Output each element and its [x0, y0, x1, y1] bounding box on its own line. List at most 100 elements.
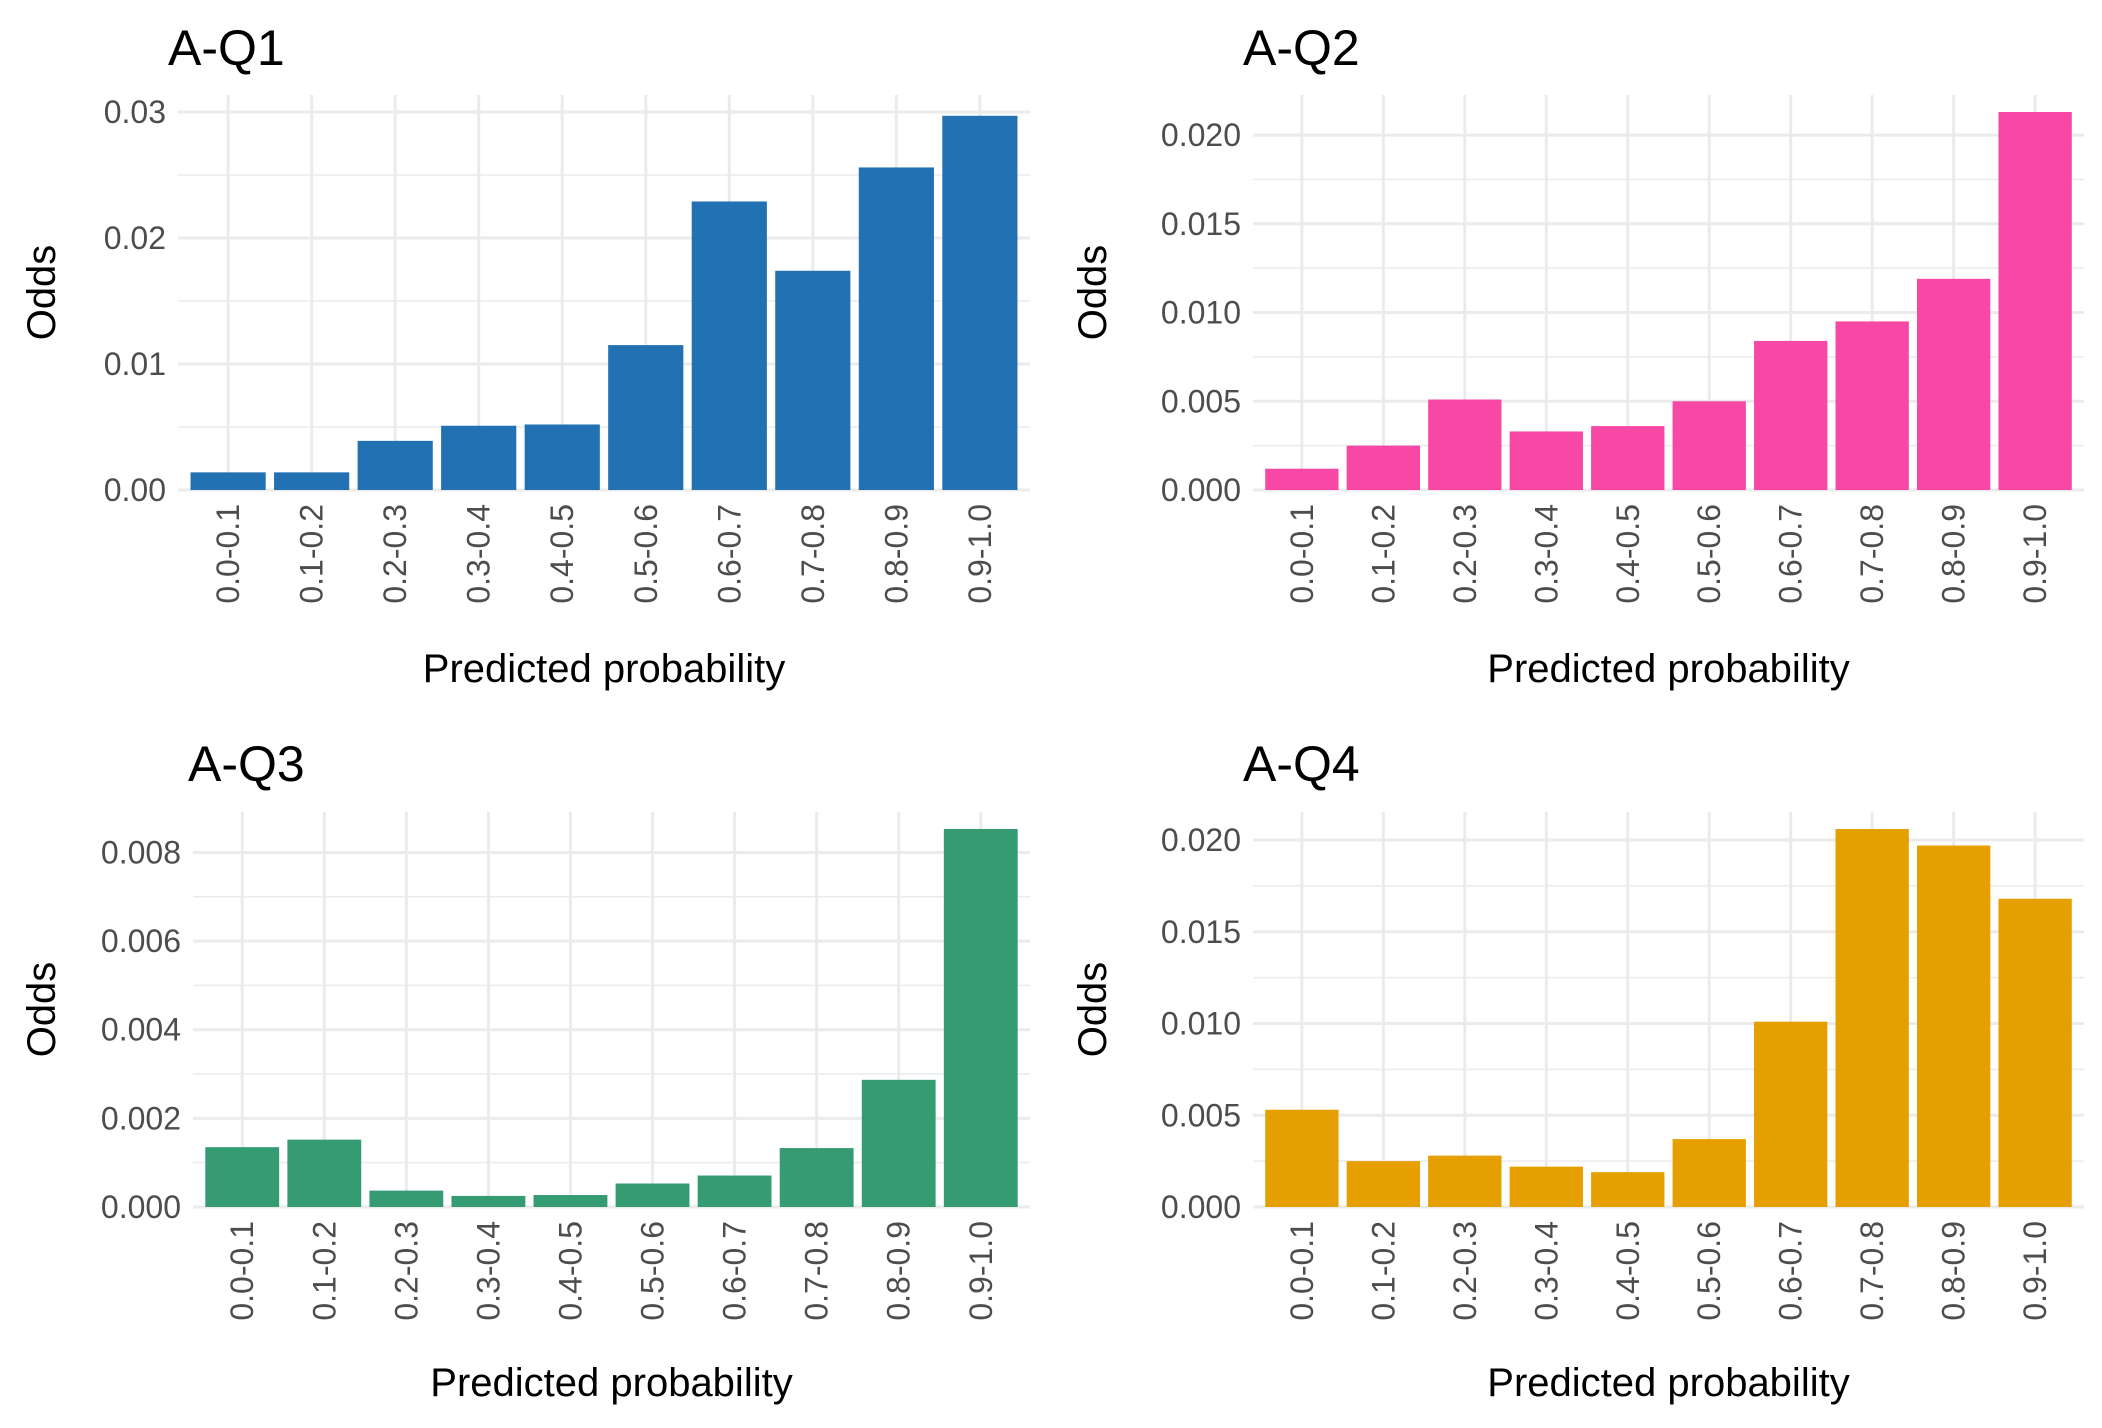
- chart-title: A-Q4: [1243, 736, 1360, 792]
- x-tick-label: 0.7-0.8: [1854, 504, 1890, 604]
- x-tick-label: 0.0-0.1: [224, 1221, 260, 1321]
- chart-panel-a-q4: 0.000 0.005 0.010 0.015 0.020 0.0-0.1 0.1-0.2 0…: [1051, 714, 2102, 1428]
- bar-0.8-0.9: [1916, 845, 1991, 1207]
- x-tick-label: 0.4-0.5: [1610, 504, 1646, 604]
- x-tick-label: 0.3-0.4: [461, 504, 497, 604]
- x-tick-label: 0.1-0.2: [294, 504, 330, 604]
- bar-0.4-0.5: [533, 1195, 608, 1207]
- x-tick-label: 0.9-1.0: [963, 1221, 999, 1321]
- bar-0.9-1.0: [943, 829, 1018, 1207]
- bar-0.8-0.9: [1916, 278, 1991, 490]
- bar-0.2-0.3: [1428, 399, 1502, 490]
- bar-0.1-0.2: [287, 1139, 362, 1207]
- bar-0.6-0.7: [697, 1175, 772, 1207]
- x-tick-label: 0.3-0.4: [470, 1221, 506, 1321]
- chart-svg: 0.00 0.01 0.02 0.03 0.0-0.1 0.1-0.2 0.2-0.3 0.3…: [20, 20, 1030, 691]
- bar-0.5-0.6: [1672, 1139, 1746, 1207]
- bar-0.1-0.2: [1346, 1161, 1421, 1207]
- x-tick-label: 0.3-0.4: [1528, 1221, 1564, 1321]
- bar-0.8-0.9: [861, 1079, 936, 1207]
- bar-0.1-0.2: [274, 472, 350, 490]
- x-tick-label: 0.8-0.9: [878, 504, 914, 604]
- x-tick-label: 0.6-0.7: [711, 504, 747, 604]
- chart-title: A-Q1: [168, 20, 285, 76]
- x-tick-label: 0.2-0.3: [377, 504, 413, 604]
- bars: [1265, 829, 2072, 1207]
- x-tick-label: 0.9-1.0: [2017, 1221, 2053, 1321]
- bar-0.0-0.1: [1265, 1109, 1339, 1207]
- x-tick-label: 0.0-0.1: [1284, 1221, 1320, 1321]
- bar-0.5-0.6: [615, 1183, 690, 1207]
- chart-title: A-Q3: [188, 736, 305, 792]
- chart-svg: 0.000 0.005 0.010 0.015 0.020 0.0-0.1 0.1-0.2 0…: [1071, 736, 2084, 1405]
- bar-0.6-0.7: [1754, 340, 1828, 490]
- bar-0.2-0.3: [1428, 1155, 1502, 1207]
- bar-0.7-0.8: [775, 270, 851, 490]
- x-tick-label: 0.6-0.7: [717, 1221, 753, 1321]
- chart-svg: 0.000 0.002 0.004 0.006 0.008 0.0-0.1 0.1-0.2 0…: [20, 736, 1030, 1405]
- x-axis-title: Predicted probability: [1487, 647, 1849, 691]
- y-tick-label: 0.005: [1161, 383, 1241, 419]
- y-tick-label: 0.008: [101, 834, 181, 870]
- y-tick-label: 0.000: [1161, 472, 1241, 508]
- x-tick-label: 0.2-0.3: [1447, 1221, 1483, 1321]
- x-tick-label: 0.4-0.5: [1610, 1221, 1646, 1321]
- bar-0.0-0.1: [190, 472, 266, 490]
- bar-0.4-0.5: [1591, 1172, 1665, 1207]
- x-axis-title: Predicted probability: [423, 647, 785, 691]
- bar-0.6-0.7: [691, 201, 767, 491]
- bar-0.5-0.6: [608, 345, 684, 490]
- bar-0.8-0.9: [858, 167, 934, 490]
- bar-0.9-1.0: [1998, 898, 2072, 1207]
- x-tick-label: 0.9-1.0: [2017, 504, 2053, 604]
- x-tick-label: 0.0-0.1: [210, 504, 246, 604]
- x-tick-label: 0.7-0.8: [795, 504, 831, 604]
- x-axis-title: Predicted probability: [430, 1361, 792, 1405]
- y-tick-label: 0.03: [104, 94, 166, 130]
- x-tick-label: 0.4-0.5: [544, 504, 580, 604]
- bar-0.7-0.8: [1835, 829, 1909, 1207]
- y-tick-label: 0.015: [1161, 914, 1241, 950]
- y-tick-label: 0.004: [101, 1012, 181, 1048]
- x-tick-label: 0.9-1.0: [962, 504, 998, 604]
- y-tick-label: 0.01: [104, 346, 166, 382]
- x-tick-label: 0.5-0.6: [1691, 1221, 1727, 1321]
- bar-0.3-0.4: [451, 1195, 526, 1207]
- bars: [190, 115, 1018, 491]
- y-tick-label: 0.020: [1161, 822, 1241, 858]
- y-tick-label: 0.010: [1161, 1006, 1241, 1042]
- bar-0.0-0.1: [205, 1147, 280, 1207]
- bar-0.3-0.4: [1509, 1166, 1583, 1207]
- bars: [1265, 112, 2072, 490]
- bar-0.4-0.5: [524, 424, 600, 490]
- bar-0.3-0.4: [441, 425, 517, 490]
- x-tick-label: 0.2-0.3: [388, 1221, 424, 1321]
- x-tick-label: 0.2-0.3: [1447, 504, 1483, 604]
- y-tick-label: 0.010: [1161, 295, 1241, 331]
- bar-0.9-1.0: [1998, 112, 2072, 490]
- x-tick-label: 0.6-0.7: [1773, 1221, 1809, 1321]
- y-axis-title: Odds: [1071, 245, 1115, 341]
- x-tick-label: 0.5-0.6: [635, 1221, 671, 1321]
- x-tick-label: 0.1-0.2: [306, 1221, 342, 1321]
- bar-0.6-0.7: [1754, 1021, 1828, 1207]
- bar-0.3-0.4: [1509, 431, 1583, 490]
- x-tick-label: 0.7-0.8: [799, 1221, 835, 1321]
- y-axis-title: Odds: [20, 962, 64, 1058]
- y-tick-label: 0.005: [1161, 1097, 1241, 1133]
- bar-0.2-0.3: [357, 440, 433, 490]
- chart-title: A-Q2: [1243, 20, 1360, 76]
- y-tick-label: 0.02: [104, 220, 166, 256]
- x-tick-label: 0.6-0.7: [1773, 504, 1809, 604]
- x-tick-label: 0.8-0.9: [881, 1221, 917, 1321]
- chart-panel-a-q3: 0.000 0.002 0.004 0.006 0.008 0.0-0.1 0.1-0.2 0…: [0, 714, 1051, 1428]
- chart-panel-a-q2: 0.000 0.005 0.010 0.015 0.020 0.0-0.1 0.1-0.2 0…: [1051, 0, 2102, 714]
- x-tick-label: 0.8-0.9: [1936, 504, 1972, 604]
- bar-0.4-0.5: [1591, 426, 1665, 490]
- bar-0.9-1.0: [942, 115, 1018, 490]
- x-tick-label: 0.5-0.6: [1691, 504, 1727, 604]
- y-tick-label: 0.006: [101, 923, 181, 959]
- y-tick-label: 0.000: [101, 1189, 181, 1225]
- bar-0.0-0.1: [1265, 468, 1339, 490]
- y-axis-title: Odds: [1071, 962, 1115, 1058]
